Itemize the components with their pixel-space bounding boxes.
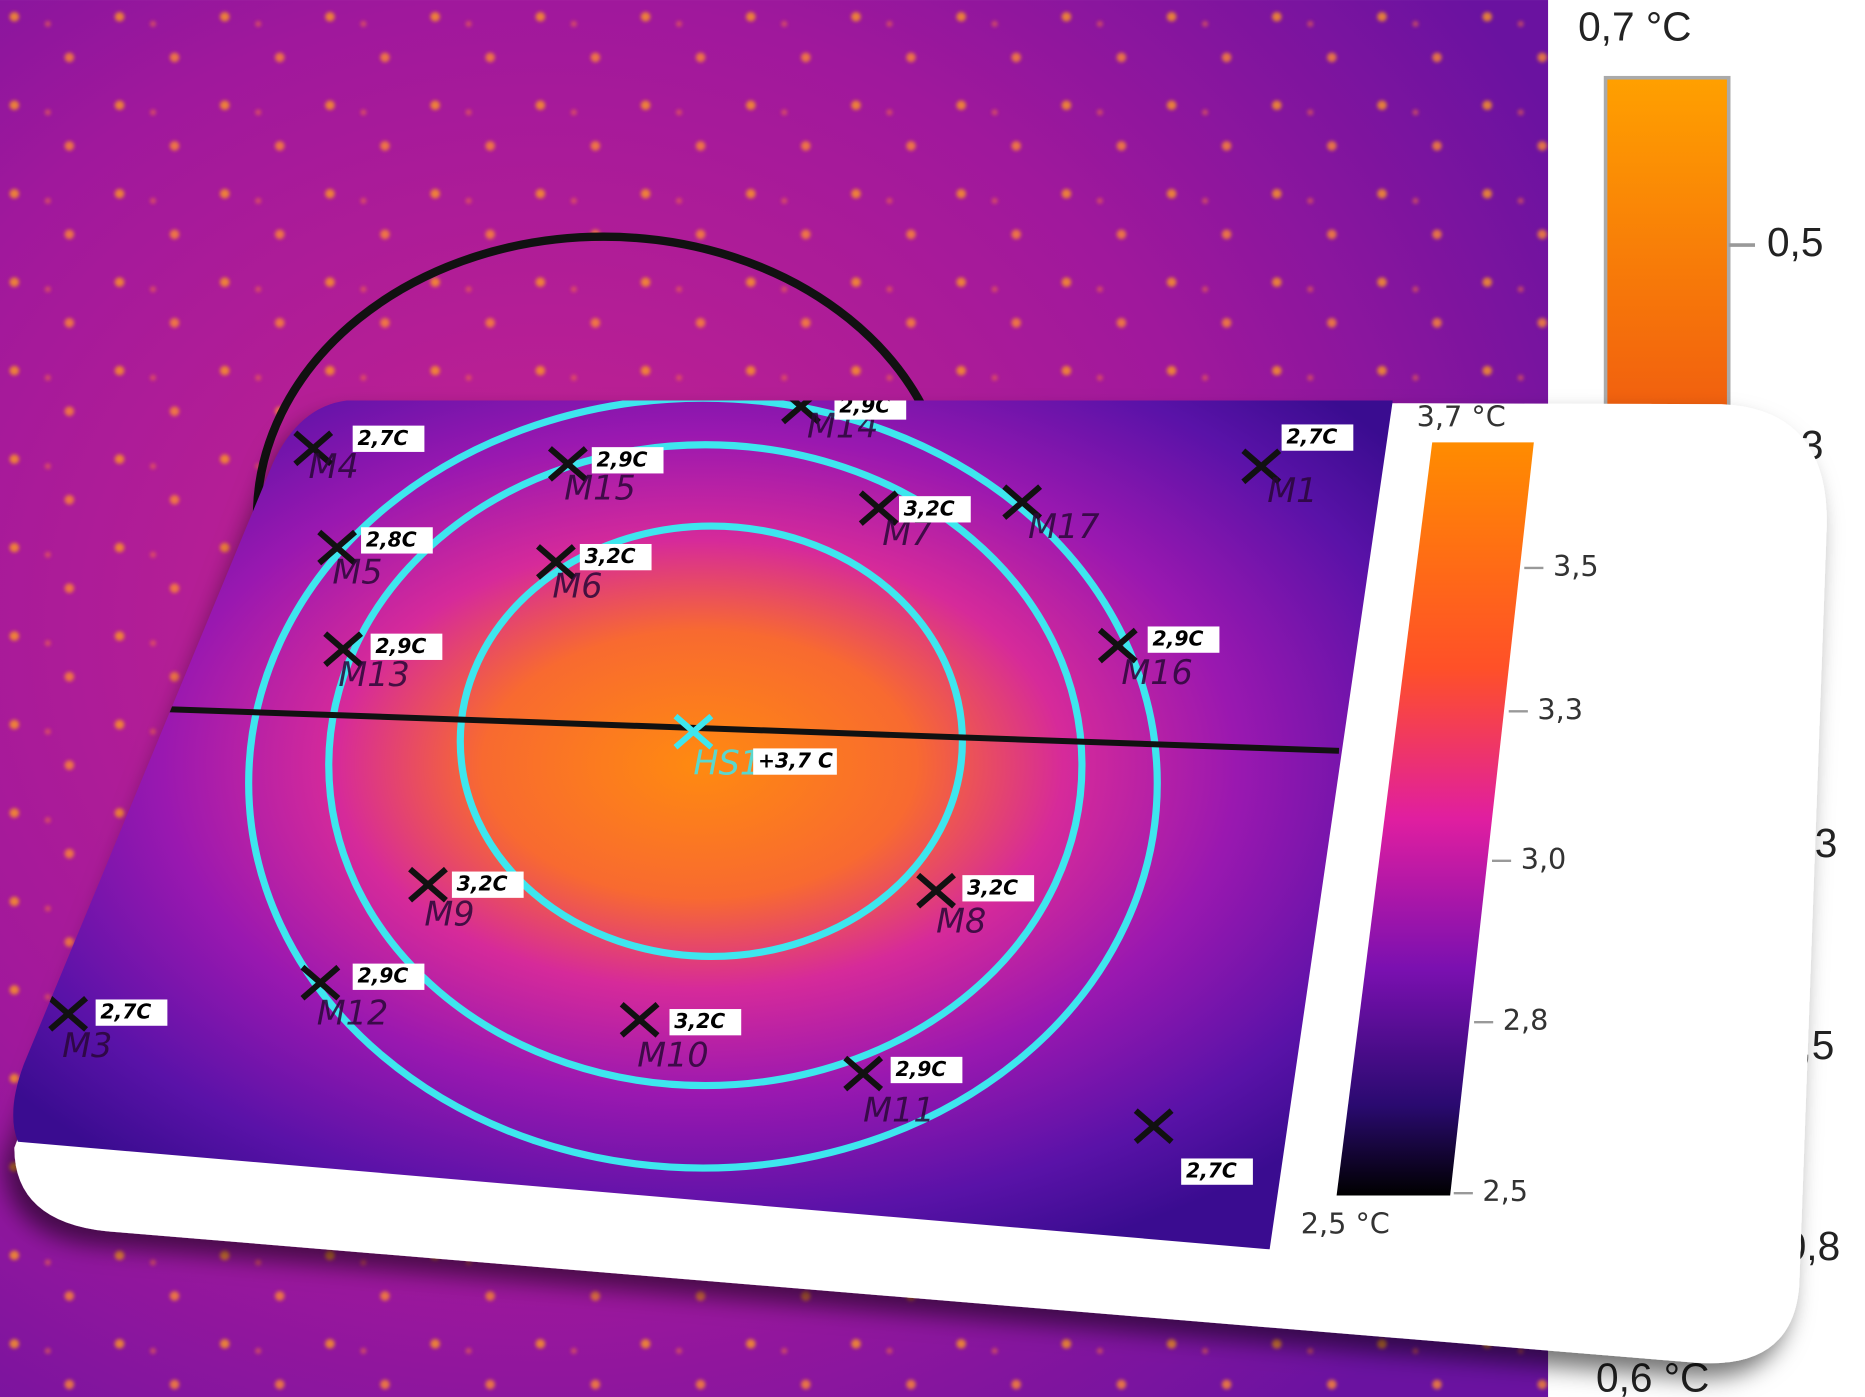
marker-name: M16 — [1121, 653, 1192, 692]
value-label: 3,2C — [585, 544, 636, 568]
value-label: 2,9C — [375, 634, 426, 658]
value-label: 2,7C — [1286, 425, 1337, 449]
value-label: 2,9C — [895, 1057, 946, 1081]
marker-name: M4 — [308, 447, 358, 486]
marker-name: M13 — [338, 655, 409, 694]
card-tick-label: 3,0 — [1521, 842, 1567, 876]
marker-name: M17 — [1028, 507, 1099, 546]
card-tick-label: 2,5 — [1482, 1174, 1528, 1208]
value-label: 2,7C — [100, 1000, 151, 1024]
card-scale-min: 2,5 °C — [1301, 1206, 1390, 1240]
marker-name: M1 — [1267, 471, 1317, 510]
value-label: 2,9C — [1152, 627, 1203, 651]
value-label: 2,7C — [1186, 1159, 1237, 1183]
value-label: 2,9C — [357, 964, 408, 988]
marker-name: M15 — [564, 469, 635, 508]
marker-name: M12 — [317, 994, 388, 1033]
marker-name: M8 — [936, 901, 986, 940]
background-tick-label: 0,5 — [1767, 219, 1823, 265]
marker-name: M11 — [863, 1090, 934, 1129]
value-label: 3,2C — [457, 872, 508, 896]
hotspot-value: +3,7 C — [758, 749, 833, 773]
value-label: 2,9C — [597, 447, 648, 471]
background-scale-max: 0,7 °C — [1578, 4, 1691, 50]
card-tick-label: 3,3 — [1537, 692, 1583, 726]
marker-name: M9 — [424, 894, 474, 933]
marker-name: M6 — [552, 567, 602, 606]
background-color-bar — [1606, 78, 1729, 437]
value-label: 2,7C — [357, 426, 408, 450]
card-tick-label: 2,8 — [1503, 1003, 1549, 1037]
marker-name: M10 — [637, 1035, 708, 1074]
hotspot-name: HS1 — [693, 744, 761, 783]
value-label: 3,2C — [967, 875, 1018, 899]
thermal-composite: 0,7 °C 0,5 0,3 3 ,5 0,8 0,6 °C M42,7CM12… — [0, 0, 1865, 1397]
value-label: 3,2C — [904, 496, 955, 520]
marker-name: M5 — [332, 552, 382, 591]
card-scale-max: 3,7 °C — [1417, 399, 1506, 433]
marker-name: M3 — [62, 1026, 112, 1065]
value-label: 3,2C — [674, 1009, 725, 1033]
value-label: 2,8C — [366, 527, 417, 551]
background-tick-label: 3 — [1815, 820, 1838, 866]
card-tick-label: 3,5 — [1553, 549, 1599, 583]
